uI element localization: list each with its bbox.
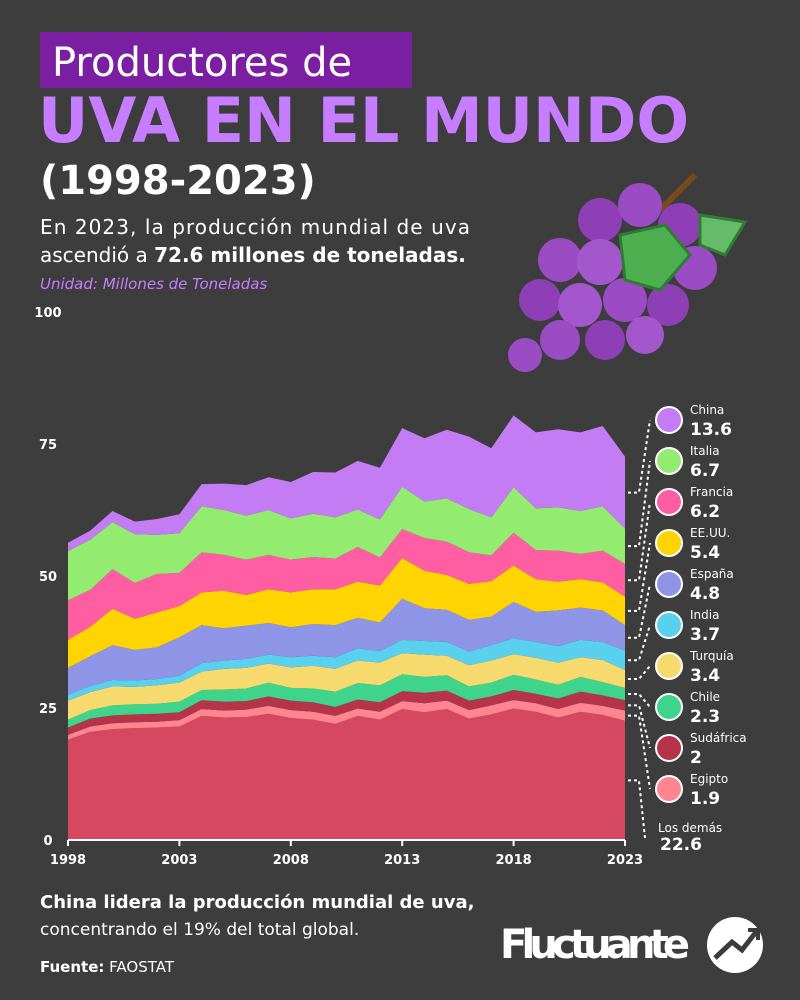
area xyxy=(68,708,625,840)
legend-flag xyxy=(655,652,683,680)
legend-value: 6.7 xyxy=(690,461,720,481)
connector xyxy=(628,460,651,548)
source-label: Fuente: xyxy=(40,958,104,976)
legend-value: 5.4 xyxy=(690,543,720,563)
area xyxy=(68,674,625,728)
footer-text: concentrando el 19% del total global. xyxy=(40,920,359,940)
legend-flag xyxy=(655,570,683,598)
area xyxy=(68,638,625,701)
period: (1998-2023) xyxy=(40,158,316,204)
area xyxy=(68,529,625,640)
legend-flag xyxy=(655,488,683,516)
legend-value: 4.8 xyxy=(690,584,720,604)
source-name: FAOSTAT xyxy=(109,958,175,976)
legend-flag xyxy=(655,447,683,475)
area xyxy=(68,415,625,552)
legend-name: Los demás xyxy=(658,821,722,835)
legend-value: 13.6 xyxy=(690,420,732,440)
legend-name: China xyxy=(690,403,724,417)
legend-value: 3.7 xyxy=(690,625,720,645)
subtitle: En 2023, la producción mundial de uva xyxy=(40,215,470,239)
subtitle-highlight: 72.6 millones de toneladas. xyxy=(154,243,466,267)
unit: Unidad: Millones de Toneladas xyxy=(40,275,267,293)
area xyxy=(68,653,625,720)
brand-logo xyxy=(707,917,763,973)
legend-value: 6.2 xyxy=(690,502,720,522)
y-tick-label: 50 xyxy=(39,570,57,585)
legend-name: Turquía xyxy=(689,649,734,663)
area xyxy=(68,486,625,601)
x-tick-label: 2013 xyxy=(384,853,420,868)
area xyxy=(68,690,625,735)
brand: Fluctuante xyxy=(500,922,690,968)
y-tick-label: 25 xyxy=(39,702,57,717)
legend-name: EE.UU. xyxy=(690,526,730,540)
connector xyxy=(628,542,651,612)
title: UVA EN EL MUNDO xyxy=(38,84,689,157)
connector xyxy=(628,714,651,790)
subtitle-text: ascendió a xyxy=(40,243,148,267)
legend-name: Egipto xyxy=(690,772,728,786)
area xyxy=(68,700,625,740)
source: Fuente: FAOSTAT xyxy=(40,958,175,976)
x-tick-label: 2018 xyxy=(496,853,532,868)
legend-flag xyxy=(655,693,683,721)
legend-value: 2 xyxy=(690,748,702,768)
connector xyxy=(628,779,646,839)
legend-name: España xyxy=(690,567,734,581)
legend-name: Chile xyxy=(690,690,720,704)
legend-flag xyxy=(655,406,683,434)
legend-name: Francia xyxy=(690,485,733,499)
legend-flag xyxy=(655,611,683,639)
legend-flag xyxy=(655,775,683,803)
legend-flag xyxy=(655,734,683,762)
x-tick-label: 2023 xyxy=(607,853,643,868)
area xyxy=(68,558,625,668)
grapes-illustration xyxy=(508,172,748,372)
area xyxy=(68,598,625,695)
x-tick-label: 1998 xyxy=(50,853,86,868)
legend-name: India xyxy=(690,608,719,622)
legend-value: 3.4 xyxy=(690,666,720,686)
legend-value: 1.9 xyxy=(690,789,720,809)
legend-value: 2.3 xyxy=(690,707,720,727)
title-box xyxy=(40,32,412,88)
y-tick-label: 75 xyxy=(39,438,57,453)
x-tick-label: 2008 xyxy=(273,853,309,868)
legend-flag xyxy=(655,529,683,557)
legend-name: Italia xyxy=(690,444,720,458)
subtitle: ascendió a 72.6 millones de toneladas. xyxy=(40,243,466,267)
y-tick-label: 0 xyxy=(43,834,52,849)
legend-value: 22.6 xyxy=(660,835,702,855)
legend-name: Sudáfrica xyxy=(690,731,747,745)
footer-highlight: China lidera la producción mundial de uv… xyxy=(40,892,474,913)
title-box-text: Productores de xyxy=(52,40,352,86)
x-tick-label: 2003 xyxy=(161,853,197,868)
y-tick-label: 100 xyxy=(34,306,61,321)
